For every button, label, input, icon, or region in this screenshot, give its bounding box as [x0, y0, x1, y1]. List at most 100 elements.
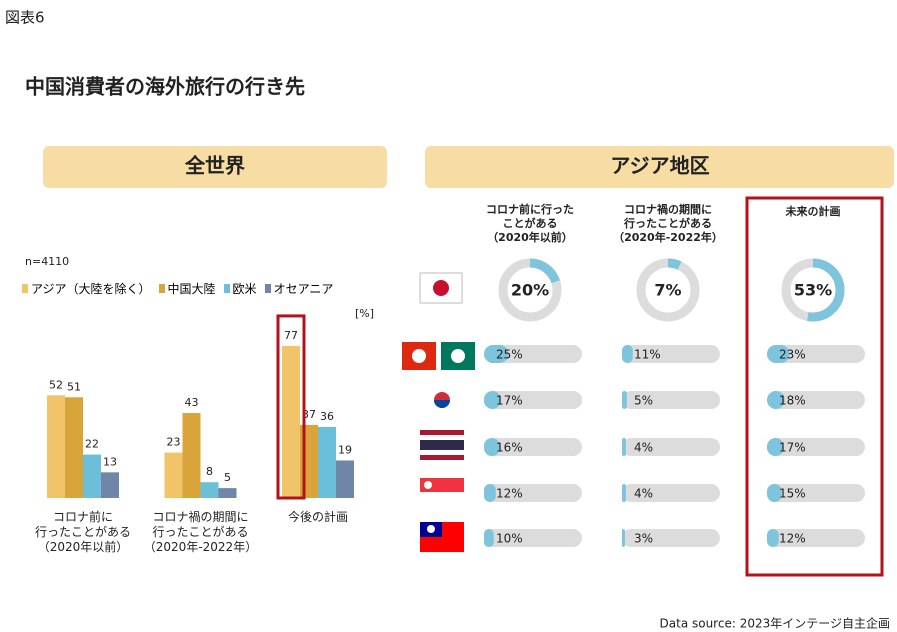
flag-thailand: [420, 430, 464, 460]
x-tick-label: 今後の計画: [287, 510, 348, 524]
value-label: 51: [67, 380, 81, 393]
banner: [425, 146, 894, 188]
bar: [318, 426, 336, 498]
progress-track: [767, 529, 865, 547]
value-label: 23: [167, 436, 181, 449]
progress-fill: [622, 529, 625, 547]
note: n=4110: [25, 255, 69, 268]
value-label: 4%: [634, 487, 653, 501]
progress-track: [767, 345, 865, 363]
progress-fill: [622, 345, 633, 363]
value-label: 53%: [794, 281, 832, 300]
legend-item: オセアニア: [264, 280, 334, 297]
progress-track: [767, 391, 865, 409]
value-label: 8: [206, 465, 213, 478]
figure-label: 図表6: [5, 9, 45, 27]
legend-item: 欧米: [223, 280, 257, 297]
progress-track: [484, 345, 582, 363]
donut-arc: [781, 258, 845, 322]
progress-fill: [484, 345, 509, 363]
progress-track: [767, 438, 865, 456]
bar: [83, 454, 101, 498]
legend-swatch: [158, 284, 165, 293]
bar: [101, 472, 119, 498]
progress-fill: [767, 438, 784, 456]
progress-track: [484, 438, 582, 456]
bar: [65, 397, 83, 498]
page-title: 中国消費者の海外旅行の行き先: [25, 75, 305, 99]
progress-fill: [767, 391, 785, 409]
column-header: コロナ前に行った ことがある （2020年以前）: [486, 203, 574, 244]
value-label: 5%: [634, 394, 653, 408]
value-label: 12%: [779, 532, 806, 546]
legend-label: 中国大陸: [167, 282, 216, 296]
value-label: 15%: [779, 487, 806, 501]
value-label: 23%: [779, 348, 806, 362]
legend-swatch: [223, 284, 230, 293]
bar: [218, 488, 237, 498]
bar: [182, 413, 201, 498]
value-label: 77: [284, 329, 298, 342]
panel-title: 全世界: [184, 154, 245, 178]
x-tick-label: コロナ禍の期間に 行ったことがある （2020年-2022年）: [143, 510, 258, 554]
progress-fill: [484, 484, 496, 502]
legend-swatch: [264, 284, 271, 293]
legend-item: 中国大陸: [158, 280, 216, 297]
unit: [%]: [355, 307, 374, 320]
bar: [164, 452, 183, 498]
progress-fill: [622, 484, 626, 502]
legend-swatch: [22, 284, 28, 293]
progress-fill: [767, 345, 790, 363]
legend-label: アジア（大陸を除く）: [31, 282, 151, 296]
value-label: 22: [85, 438, 99, 451]
legend-item: アジア（大陸を除く）: [22, 280, 151, 297]
value-label: 10%: [496, 532, 523, 546]
value-label: 7%: [654, 281, 681, 300]
value-label: 25%: [496, 348, 523, 362]
bar: [282, 345, 300, 498]
progress-track: [767, 484, 865, 502]
legend-label: オセアニア: [273, 282, 334, 296]
value-label: 52: [49, 378, 63, 391]
progress-fill: [484, 529, 494, 547]
progress-fill: [622, 438, 626, 456]
value-label: 17%: [496, 394, 523, 408]
flag-hongkong-macau: [402, 342, 475, 370]
progress-track: [484, 484, 582, 502]
value-label: 17%: [779, 441, 806, 455]
flag-singapore: [420, 478, 464, 506]
legend: アジア（大陸を除く） 中国大陸 欧米 オセアニア: [22, 280, 333, 297]
panel-title: アジア地区: [610, 154, 709, 178]
legend-label: 欧米: [232, 282, 257, 296]
value-label: 18%: [779, 394, 806, 408]
progress-track: [484, 391, 582, 409]
progress-track: [622, 484, 720, 502]
value-label: 13: [103, 455, 117, 468]
x-tick-label: コロナ前に 行ったことがある （2020年以前）: [34, 510, 131, 554]
bar: [200, 482, 219, 498]
banner: [43, 146, 387, 188]
source: Data source: 2023年インテージ自主企画: [660, 616, 890, 631]
value-label: 36: [320, 410, 334, 423]
highlight-box: [276, 314, 306, 500]
value-label: 19: [338, 443, 352, 456]
progress-track: [622, 345, 720, 363]
highlight-box: [745, 196, 884, 577]
value-label: 16%: [496, 441, 523, 455]
flag-korea: [420, 385, 464, 415]
donut-arc: [636, 258, 700, 322]
column-header: 未来の計画: [785, 205, 841, 218]
progress-fill: [767, 484, 782, 502]
progress-track: [484, 529, 582, 547]
value-label: 43: [185, 396, 199, 409]
value-label: 4%: [634, 441, 653, 455]
progress-fill: [622, 391, 627, 409]
progress-track: [622, 391, 720, 409]
progress-fill: [767, 529, 779, 547]
column-header: コロナ禍の期間に 行ったことがある （2020年-2022年）: [613, 203, 723, 244]
donut-arc: [498, 258, 562, 322]
bar: [336, 460, 354, 498]
progress-fill: [484, 438, 500, 456]
